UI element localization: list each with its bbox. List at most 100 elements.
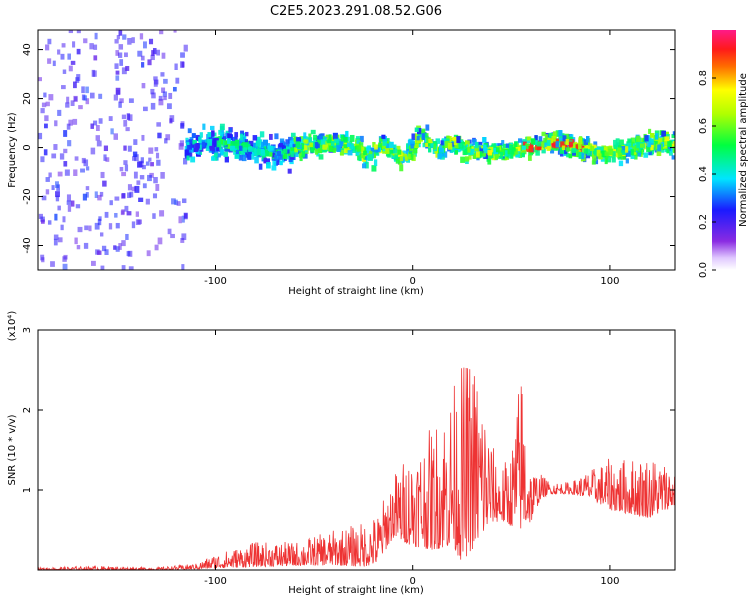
heatmap-cell [57, 237, 63, 243]
heatmap-cell [173, 30, 177, 33]
snr-x-ticks: -100 0 100 [204, 330, 619, 587]
heatmap-cell [301, 151, 306, 158]
heatmap-cell [234, 132, 239, 138]
snr-y-tick-label: 3 [22, 327, 33, 333]
heatmap-cell [648, 138, 654, 144]
heatmap-cell [238, 154, 243, 161]
heatmap-cell [510, 154, 514, 159]
heatmap-cell [551, 145, 555, 151]
heatmap-cell [147, 174, 152, 182]
heatmap-cell [571, 148, 577, 153]
heatmap-cell [515, 146, 521, 152]
heatmap-cell [546, 139, 551, 147]
heatmap-cell [205, 145, 210, 151]
heatmap-cell [491, 143, 496, 150]
heatmap-cell [435, 150, 439, 158]
heatmap-cell [45, 189, 50, 195]
heatmap-cell [153, 76, 158, 81]
heatmap-cell [417, 137, 422, 144]
heatmap-cell [190, 156, 196, 163]
heatmap-cell [244, 139, 249, 144]
heatmap-cell [543, 137, 548, 143]
heatmap-cell [145, 198, 150, 205]
heatmap-cell [40, 156, 45, 163]
heatmap-cell [97, 218, 102, 226]
heatmap-cell [568, 141, 573, 148]
heatmap-cell [92, 70, 97, 77]
heatmap-cell [66, 123, 71, 130]
heatmap-cell [548, 138, 553, 144]
heatmap-cell [492, 153, 497, 161]
heatmap-cell [141, 134, 145, 141]
heatmap-cell [187, 128, 192, 134]
heatmap-cell [499, 152, 504, 159]
heatmap-cell [83, 242, 89, 249]
heatmap-cell [555, 130, 559, 137]
heatmap-cell [658, 137, 663, 143]
heatmap-cell [472, 139, 477, 146]
heatmap-cells [38, 30, 675, 270]
heatmap-cell [210, 125, 215, 131]
heatmap-cell [41, 102, 47, 108]
heatmap-cell [327, 138, 332, 144]
heatmap-cell [559, 135, 564, 142]
heatmap-cell [115, 50, 120, 56]
heatmap-cell [44, 123, 48, 129]
heatmap-cell [414, 143, 419, 149]
heatmap-cell [607, 146, 613, 151]
heatmap-cell [653, 140, 658, 146]
heatmap-cell [99, 191, 104, 197]
heatmap-cell [411, 133, 416, 140]
heatmap-cell [550, 148, 555, 154]
heatmap-cell [309, 142, 313, 148]
heatmap-cell [85, 186, 90, 191]
heatmap-cell [211, 148, 215, 155]
heatmap-cell [119, 166, 124, 172]
heatmap-cell [414, 127, 419, 133]
heatmap-cell [199, 139, 204, 144]
heatmap-cell [277, 153, 283, 160]
heatmap-cell [266, 162, 271, 169]
heatmap-cell [403, 154, 407, 160]
heatmap-cell [330, 140, 335, 146]
heatmap-cell [156, 122, 161, 127]
heatmap-y-tick-label: 20 [22, 92, 33, 105]
heatmap-cell [156, 159, 161, 166]
heatmap-cell [88, 225, 92, 232]
heatmap-cell [487, 149, 493, 155]
heatmap-cell [233, 150, 237, 155]
heatmap-cell [421, 128, 426, 135]
heatmap-cell [482, 144, 487, 151]
heatmap-cell [631, 146, 636, 151]
heatmap-cell [631, 142, 635, 149]
heatmap-cell [536, 141, 542, 147]
heatmap-cell [288, 136, 293, 144]
heatmap-cell [70, 60, 76, 65]
heatmap-cell [220, 149, 225, 155]
heatmap-cell [164, 138, 168, 144]
heatmap-cell [162, 91, 167, 97]
heatmap-cell [134, 185, 140, 193]
heatmap-cell [400, 153, 406, 158]
heatmap-cell [180, 52, 185, 58]
heatmap-cell [52, 60, 56, 67]
heatmap-cell [114, 196, 120, 201]
heatmap-cell [563, 144, 569, 150]
heatmap-cell [272, 158, 277, 166]
heatmap-cell [255, 140, 260, 147]
heatmap-cell [216, 140, 222, 148]
heatmap-cell [593, 149, 598, 156]
heatmap-cell [285, 139, 290, 145]
heatmap-cell [73, 81, 77, 89]
heatmap-cell [475, 151, 480, 158]
heatmap-cell [575, 144, 580, 150]
heatmap-cell [85, 98, 90, 105]
heatmap-cell [293, 136, 298, 142]
heatmap-cell [127, 145, 132, 152]
heatmap-cell [617, 152, 623, 157]
heatmap-cell [123, 145, 127, 151]
heatmap-cell [220, 132, 224, 138]
heatmap-cell [527, 155, 532, 161]
heatmap-cell [385, 138, 390, 143]
heatmap-cell [604, 151, 609, 156]
